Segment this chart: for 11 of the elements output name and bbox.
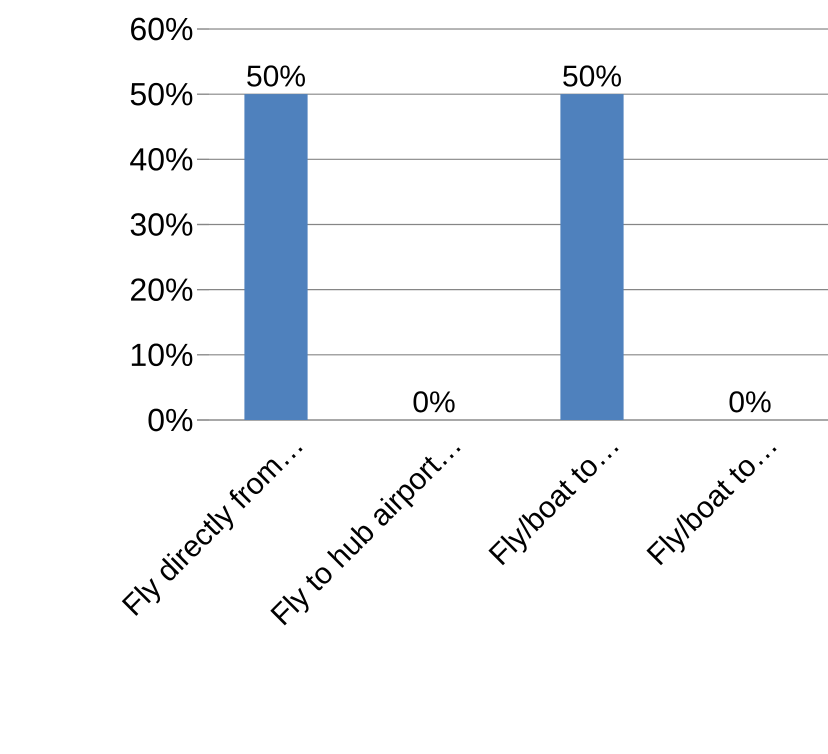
y-tick-label: 0% — [148, 408, 192, 432]
y-tick-label: 40% — [130, 148, 192, 171]
data-label: 50% — [563, 65, 621, 87]
y-tick-label: 60% — [131, 18, 192, 40]
data-label: 0% — [414, 391, 455, 412]
data-label: 50% — [247, 65, 305, 87]
y-tick-label: 50% — [130, 82, 192, 106]
y-tick-label: 20% — [131, 278, 192, 301]
y-tick-label: 30% — [130, 213, 192, 236]
data-label: 0% — [729, 391, 771, 412]
y-tick-label: 10% — [132, 344, 192, 366]
